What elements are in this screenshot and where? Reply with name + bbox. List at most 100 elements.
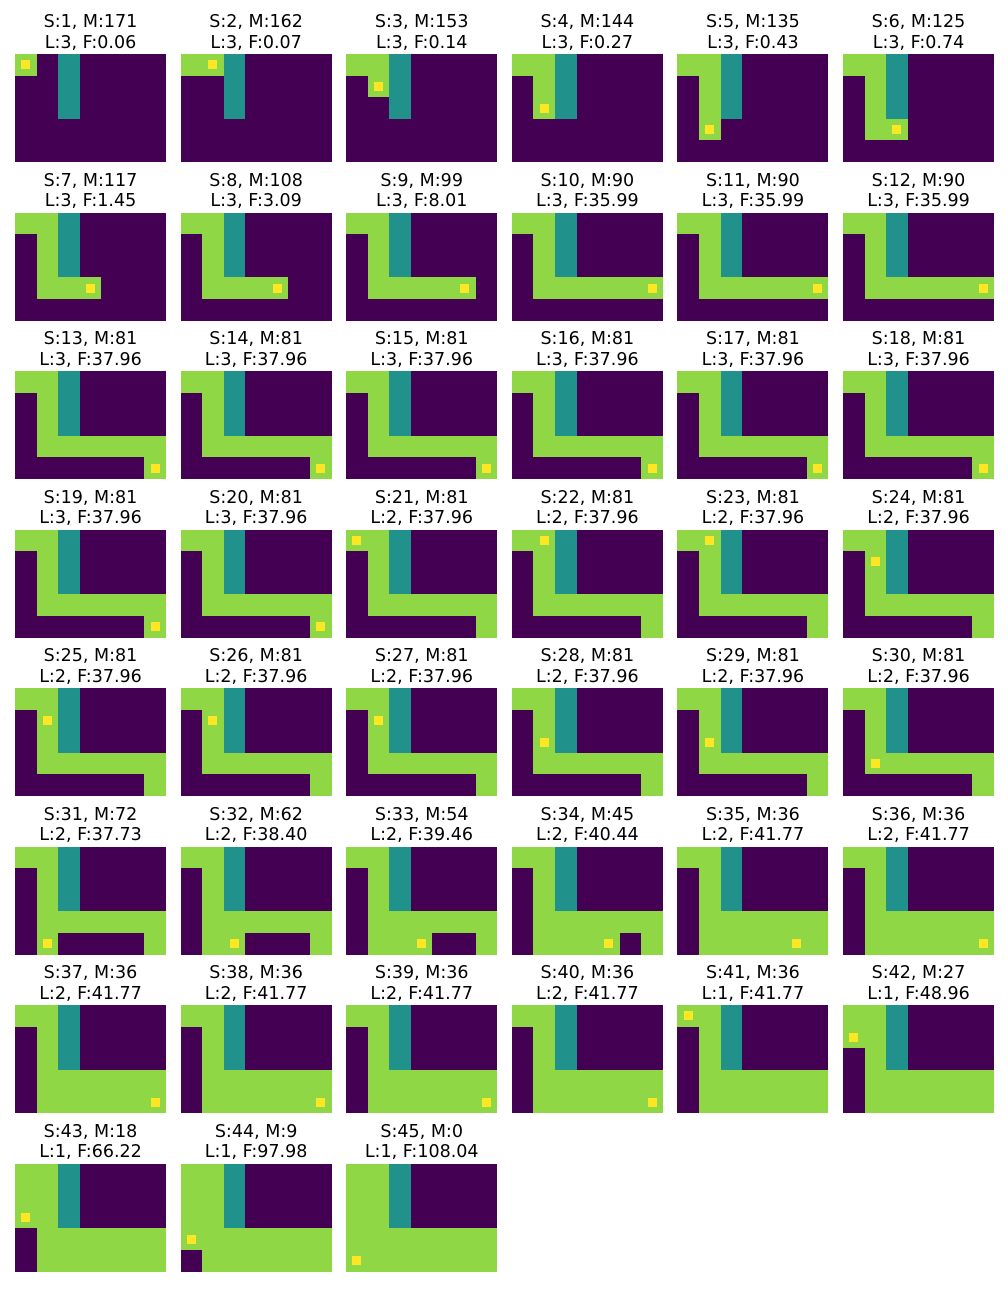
panel-title: S:32, M:62 L:2, F:38.40	[171, 805, 342, 846]
wall-cell	[288, 414, 311, 436]
visited-cell	[79, 594, 102, 616]
wall-cell	[677, 774, 699, 796]
visited-cell	[619, 277, 642, 299]
visited-cell	[806, 911, 829, 933]
wall-cell	[598, 118, 620, 141]
wall-cell	[929, 688, 951, 710]
visited-cell	[533, 551, 555, 573]
visited-cell	[907, 1069, 930, 1092]
visited-cell	[950, 1091, 973, 1113]
step-panel: S:34, M:45 L:2, F:40.44	[511, 805, 663, 955]
wall-cell	[843, 277, 865, 299]
panel-title-line2: L:2, F:41.77	[370, 983, 473, 1004]
visited-cell	[698, 212, 721, 235]
wall-cell	[641, 75, 663, 98]
target-cell	[58, 414, 80, 436]
visited-cell	[144, 1228, 166, 1250]
wall-cell	[619, 97, 642, 119]
visited-cell	[619, 911, 642, 933]
wall-cell	[950, 1048, 973, 1070]
panel-title: S:7, M:117 L:3, F:1.45	[5, 171, 176, 212]
visited-cell	[36, 572, 59, 595]
wall-cell	[619, 54, 642, 76]
wall-cell	[720, 615, 743, 638]
wall-cell	[432, 140, 455, 162]
visited-cell	[533, 688, 555, 710]
visited-cell	[886, 1091, 908, 1113]
wall-cell	[454, 140, 476, 162]
grid-board	[15, 1005, 166, 1113]
visited-cell	[864, 75, 887, 98]
visited-cell	[598, 277, 620, 299]
wall-cell	[950, 140, 973, 162]
panel-title-line1: S:12, M:90	[871, 170, 966, 191]
wall-cell	[432, 255, 455, 278]
visited-cell	[806, 435, 829, 458]
wall-cell	[346, 1069, 368, 1092]
wall-cell	[144, 234, 166, 256]
step-panel: S:45, M:0 L:1, F:108.04	[346, 1122, 498, 1272]
wall-cell	[36, 75, 59, 98]
visited-cell	[950, 911, 973, 933]
wall-cell	[266, 1026, 289, 1049]
wall-cell	[972, 529, 994, 552]
panel-title-line1: S:21, M:81	[374, 487, 469, 508]
wall-cell	[641, 140, 663, 162]
panel-title: S:40, M:36 L:2, F:41.77	[502, 963, 673, 1004]
wall-cell	[763, 868, 786, 890]
wall-cell	[310, 298, 332, 321]
visited-cell	[742, 911, 764, 933]
wall-cell	[432, 118, 455, 141]
visited-cell	[475, 1069, 498, 1092]
wall-cell	[79, 572, 102, 595]
target-cell	[720, 889, 743, 912]
wall-cell	[144, 298, 166, 321]
target-cell	[886, 1005, 908, 1027]
panel-title-line2: L:2, F:37.73	[39, 825, 142, 845]
wall-cell	[475, 846, 498, 869]
visited-cell	[288, 752, 311, 775]
visited-cell	[511, 846, 534, 869]
wall-cell	[245, 234, 267, 256]
visited-cell	[180, 1185, 203, 1207]
target-cell	[58, 392, 80, 415]
panel-title-line1: S:5, M:135	[706, 12, 800, 32]
visited-cell	[641, 1069, 663, 1092]
wall-cell	[619, 615, 642, 638]
visited-cell	[619, 594, 642, 616]
wall-cell	[785, 846, 807, 869]
visited-cell	[144, 1069, 166, 1092]
wall-cell	[619, 1026, 642, 1049]
wall-cell	[266, 255, 289, 278]
wall-cell	[907, 371, 930, 393]
visited-cell	[698, 97, 721, 119]
agent-marker	[539, 103, 549, 113]
target-cell	[720, 572, 743, 595]
wall-cell	[410, 572, 433, 595]
visited-cell	[288, 1228, 311, 1250]
visited-cell	[101, 1091, 123, 1113]
wall-cell	[15, 118, 37, 141]
wall-cell	[907, 414, 930, 436]
wall-cell	[310, 392, 332, 415]
wall-cell	[36, 54, 59, 76]
agent-marker	[481, 463, 491, 473]
wall-cell	[454, 414, 476, 436]
wall-cell	[310, 1026, 332, 1049]
wall-cell	[288, 457, 311, 479]
visited-cell	[785, 1069, 807, 1092]
wall-cell	[101, 889, 123, 912]
visited-cell	[886, 277, 908, 299]
target-cell	[58, 1185, 80, 1207]
wall-cell	[410, 731, 433, 753]
wall-cell	[410, 709, 433, 732]
panel-title-line1: S:23, M:81	[706, 487, 800, 508]
wall-cell	[288, 298, 311, 321]
wall-cell	[122, 118, 145, 141]
wall-cell	[266, 529, 289, 552]
wall-cell	[511, 392, 534, 415]
wall-cell	[122, 868, 145, 890]
wall-cell	[806, 1005, 829, 1027]
wall-cell	[454, 1005, 476, 1027]
wall-cell	[15, 435, 37, 458]
